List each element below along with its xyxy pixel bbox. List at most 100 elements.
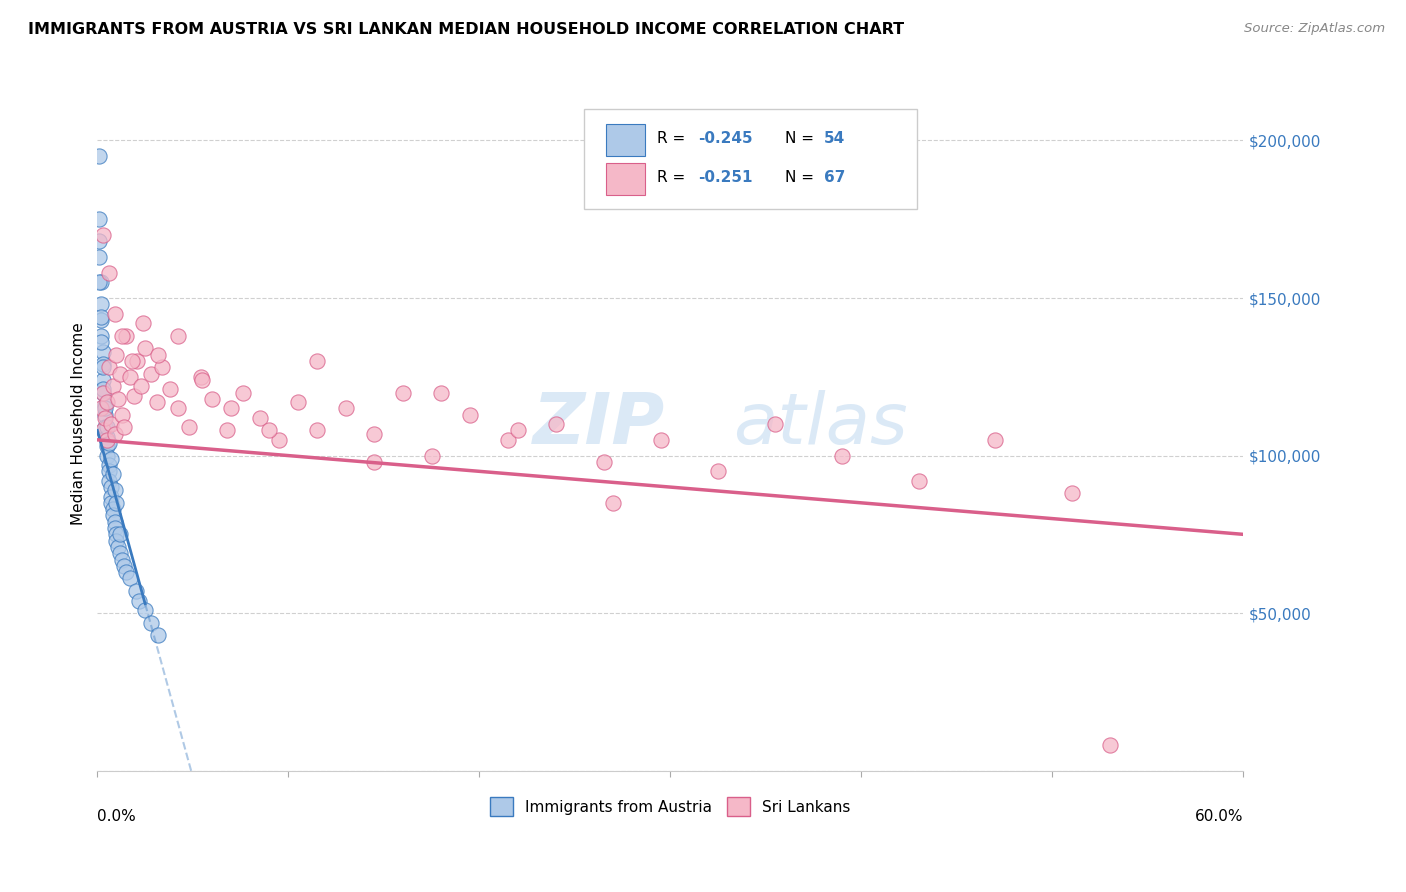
- Text: 0.0%: 0.0%: [97, 809, 136, 824]
- Point: [191, 373, 214, 387]
- Point: [249, 410, 271, 425]
- Point: [97, 458, 120, 472]
- Point: [496, 433, 519, 447]
- Text: -0.245: -0.245: [697, 131, 752, 146]
- Bar: [606, 124, 645, 156]
- Point: [103, 483, 125, 498]
- Point: [91, 385, 114, 400]
- Text: 54: 54: [824, 131, 845, 146]
- Point: [105, 496, 128, 510]
- Point: [100, 417, 122, 431]
- Point: [89, 149, 111, 163]
- Point: [122, 389, 145, 403]
- Point: [110, 527, 132, 541]
- Point: [134, 603, 156, 617]
- Point: [97, 474, 120, 488]
- Point: [110, 367, 132, 381]
- Point: [101, 508, 124, 523]
- Point: [89, 250, 111, 264]
- Point: [166, 401, 188, 416]
- Point: [984, 433, 1007, 447]
- Point: [765, 417, 787, 431]
- Point: [134, 342, 156, 356]
- Point: [118, 369, 141, 384]
- Point: [90, 401, 112, 416]
- Text: -0.251: -0.251: [697, 169, 752, 185]
- Point: [111, 408, 134, 422]
- Point: [602, 496, 624, 510]
- Point: [458, 408, 481, 422]
- Point: [90, 313, 112, 327]
- Point: [97, 266, 120, 280]
- Point: [90, 310, 112, 324]
- Point: [506, 423, 529, 437]
- Point: [115, 329, 138, 343]
- Point: [100, 451, 122, 466]
- Text: 60.0%: 60.0%: [1195, 809, 1243, 824]
- Point: [91, 385, 114, 400]
- Point: [110, 546, 132, 560]
- Point: [139, 615, 162, 630]
- Point: [217, 423, 239, 437]
- Point: [89, 235, 111, 249]
- Point: [90, 329, 112, 343]
- Point: [335, 401, 357, 416]
- Point: [96, 395, 118, 409]
- Text: N =: N =: [785, 131, 818, 146]
- Point: [91, 344, 114, 359]
- Point: [121, 354, 143, 368]
- Point: [430, 385, 453, 400]
- Point: [231, 385, 253, 400]
- Point: [97, 360, 120, 375]
- Point: [94, 410, 117, 425]
- Point: [94, 401, 117, 416]
- Point: [392, 385, 415, 400]
- Point: [90, 335, 112, 350]
- Text: IMMIGRANTS FROM AUSTRIA VS SRI LANKAN MEDIAN HOUSEHOLD INCOME CORRELATION CHART: IMMIGRANTS FROM AUSTRIA VS SRI LANKAN ME…: [28, 22, 904, 37]
- Point: [111, 329, 134, 343]
- Point: [115, 565, 138, 579]
- Point: [90, 275, 112, 289]
- Point: [707, 464, 730, 478]
- Point: [94, 398, 117, 412]
- Point: [267, 433, 290, 447]
- Point: [420, 449, 443, 463]
- Point: [97, 436, 120, 450]
- Point: [305, 354, 328, 368]
- Text: Source: ZipAtlas.com: Source: ZipAtlas.com: [1244, 22, 1385, 36]
- Point: [124, 584, 146, 599]
- Text: atlas: atlas: [734, 390, 908, 458]
- Point: [100, 480, 122, 494]
- Point: [907, 474, 929, 488]
- Point: [100, 490, 122, 504]
- Text: 67: 67: [824, 169, 845, 185]
- Point: [105, 348, 128, 362]
- Point: [103, 426, 125, 441]
- Point: [96, 433, 118, 447]
- Point: [112, 420, 135, 434]
- Point: [363, 455, 385, 469]
- Point: [89, 212, 111, 227]
- Point: [259, 423, 281, 437]
- Point: [127, 354, 149, 368]
- Point: [107, 392, 129, 406]
- Text: R =: R =: [657, 169, 690, 185]
- Point: [96, 439, 118, 453]
- Text: R =: R =: [657, 131, 690, 146]
- Point: [128, 593, 150, 607]
- Point: [111, 552, 134, 566]
- Point: [103, 515, 125, 529]
- Text: N =: N =: [785, 169, 818, 185]
- Point: [100, 496, 122, 510]
- Point: [150, 360, 173, 375]
- Point: [91, 360, 114, 375]
- Point: [148, 628, 170, 642]
- Point: [177, 420, 200, 434]
- Point: [544, 417, 567, 431]
- Point: [139, 367, 162, 381]
- Point: [101, 502, 124, 516]
- Point: [831, 449, 853, 463]
- Point: [103, 521, 125, 535]
- Bar: [606, 162, 645, 194]
- Y-axis label: Median Household Income: Median Household Income: [72, 323, 86, 525]
